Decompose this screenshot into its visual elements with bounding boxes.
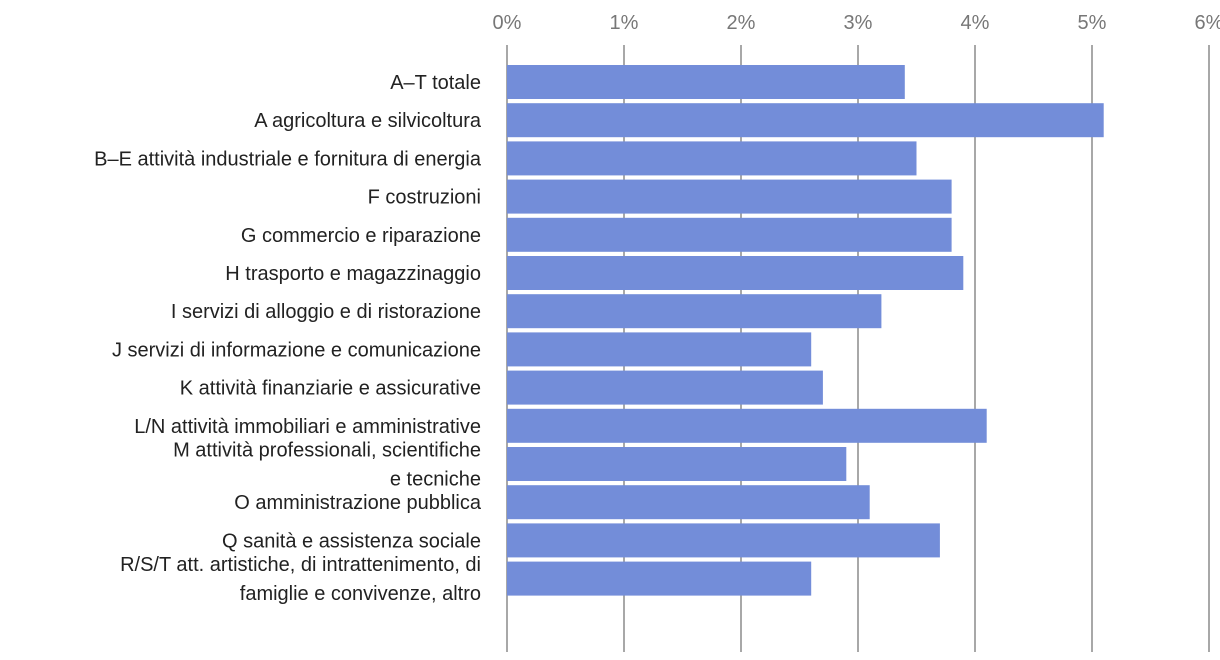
bar-6 — [507, 294, 882, 329]
category-label-0: A–T totale — [390, 72, 481, 94]
category-label-5: H trasporto e magazzinaggio — [225, 263, 481, 285]
x-tick-label-2: 2% — [727, 12, 756, 34]
bar-1 — [507, 103, 1104, 138]
category-label-6: I servizi di alloggio e di ristorazione — [171, 301, 481, 323]
bar-11 — [507, 485, 870, 520]
x-tick-label-0: 0% — [493, 12, 522, 34]
category-label-7: J servizi di informazione e comunicazion… — [112, 339, 481, 361]
bar-8 — [507, 370, 823, 405]
category-label-4: G commercio e riparazione — [241, 225, 481, 247]
bar-10 — [507, 447, 847, 481]
x-tick-label-4: 4% — [961, 12, 990, 34]
x-axis-tick-labels: 0% 1% 2% 3% 4% 5% 6% — [493, 12, 1220, 34]
bar-5 — [507, 256, 964, 290]
x-tick-label-5: 5% — [1078, 12, 1107, 34]
bar-2 — [507, 141, 917, 176]
bars — [507, 65, 1104, 596]
category-label-8: K attività finanziarie e assicurative — [180, 378, 481, 400]
category-labels: A–T totale A agricoltura e silvicoltura B–… — [94, 72, 482, 605]
category-label-10: M attività professionali, scientifiche e … — [173, 440, 481, 491]
category-label-9: L/N attività immobiliari e amministrativ… — [134, 416, 481, 438]
category-label-3: F costruzioni — [368, 187, 481, 209]
x-tick-label-1: 1% — [610, 12, 639, 34]
bar-13 — [507, 561, 812, 596]
bar-3 — [507, 179, 952, 214]
category-label-1: A agricoltura e silvicoltura — [254, 110, 482, 132]
bar-4 — [507, 217, 952, 252]
category-label-13: R/S/T att. artistiche, di intratteniment… — [120, 554, 481, 605]
category-label-12: Q sanità e assistenza sociale — [222, 530, 481, 552]
bar-12 — [507, 523, 940, 558]
category-label-2: B–E attività industriale e fornitura di … — [94, 148, 482, 170]
bar-9 — [507, 408, 987, 443]
bar-0 — [507, 65, 905, 99]
category-label-11: O amministrazione pubblica — [234, 492, 482, 514]
bar-7 — [507, 332, 812, 367]
x-tick-label-3: 3% — [844, 12, 873, 34]
x-tick-label-6: 6% — [1195, 12, 1220, 34]
